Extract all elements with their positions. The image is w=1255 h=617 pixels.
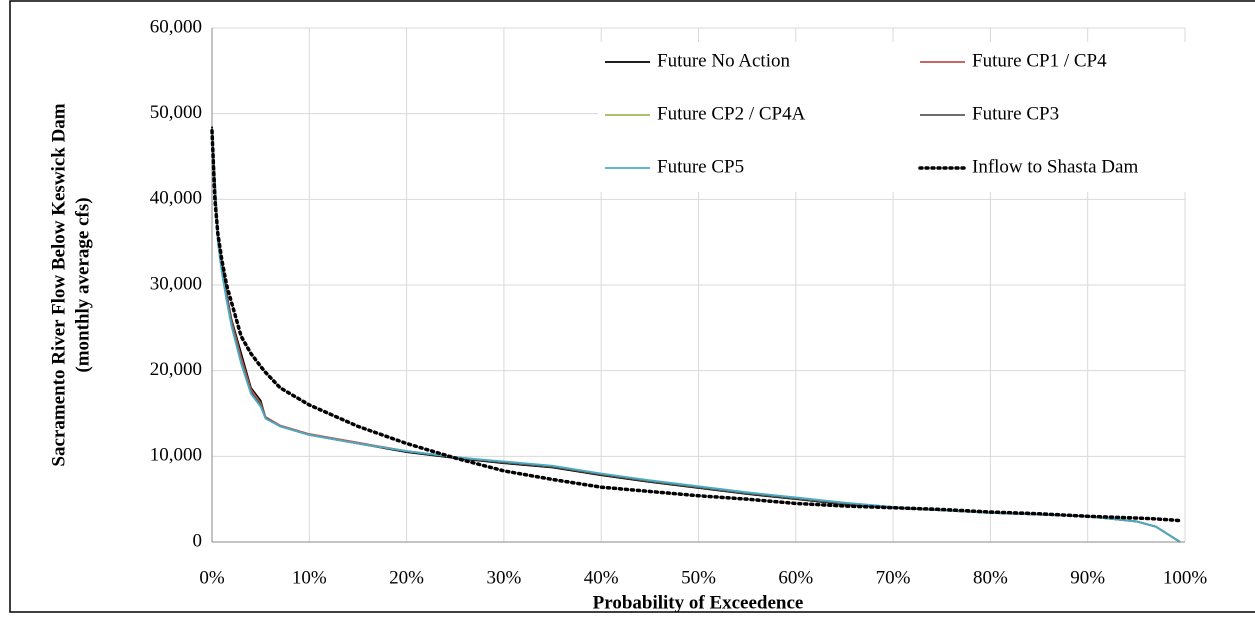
y-tick-label: 60,000 bbox=[150, 16, 202, 37]
legend-label: Future CP1 / CP4 bbox=[972, 50, 1107, 71]
x-tick-label: 40% bbox=[584, 567, 619, 588]
legend-label: Inflow to Shasta Dam bbox=[972, 156, 1138, 177]
y-axis-label: Sacramento River Flow Below Keswick Dam bbox=[48, 103, 69, 466]
x-tick-label: 20% bbox=[389, 567, 424, 588]
y-tick-label: 0 bbox=[193, 530, 203, 551]
x-tick-label: 70% bbox=[876, 567, 911, 588]
legend-label: Future CP2 / CP4A bbox=[657, 103, 806, 124]
x-tick-label: 10% bbox=[292, 567, 327, 588]
legend-label: Future No Action bbox=[657, 50, 790, 71]
y-tick-label: 40,000 bbox=[150, 188, 202, 209]
y-tick-label: 50,000 bbox=[150, 102, 202, 123]
series-line bbox=[210, 129, 1182, 523]
y-tick-label: 20,000 bbox=[150, 359, 202, 380]
x-tick-label: 60% bbox=[778, 567, 813, 588]
legend-label: Future CP5 bbox=[657, 156, 744, 177]
x-tick-label: 30% bbox=[486, 567, 521, 588]
y-tick-label: 30,000 bbox=[150, 273, 202, 294]
x-tick-label: 80% bbox=[973, 567, 1008, 588]
legend-label: Future CP3 bbox=[972, 103, 1059, 124]
x-axis-label: Probability of Exceedence bbox=[593, 592, 804, 613]
x-tick-label: 0% bbox=[199, 567, 225, 588]
y-tick-label: 10,000 bbox=[150, 445, 202, 466]
x-tick-label: 90% bbox=[1070, 567, 1105, 588]
x-tick-label: 50% bbox=[681, 567, 716, 588]
legend-background bbox=[598, 42, 1198, 192]
y-axis-label: (monthly average cfs) bbox=[72, 197, 93, 372]
x-tick-label: 100% bbox=[1163, 567, 1208, 588]
